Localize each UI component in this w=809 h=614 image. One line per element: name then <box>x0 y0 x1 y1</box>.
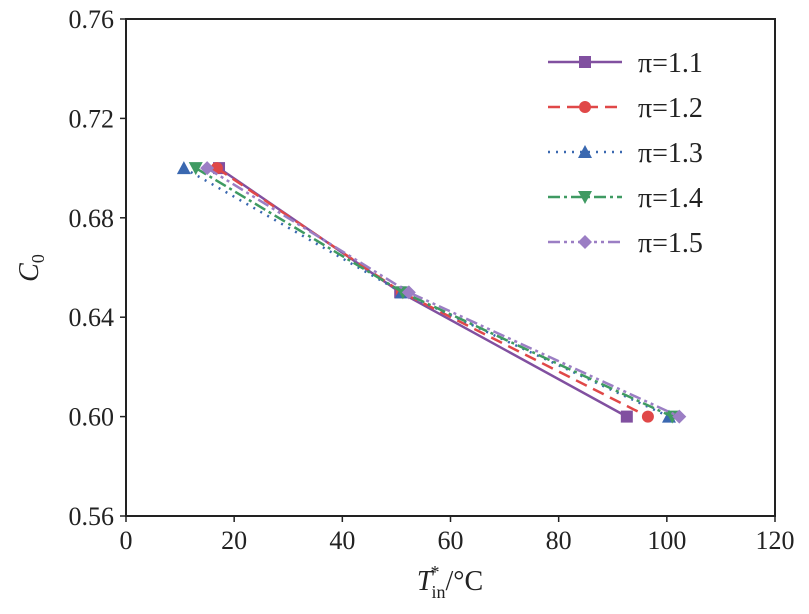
series-line <box>206 167 680 418</box>
legend: π=1.1 π=1.2 π=1.3 π=1.4 π=1.5 <box>548 48 703 259</box>
series-1 <box>213 162 633 423</box>
x-tick-label: 60 <box>438 526 464 555</box>
x-axis-label: T* in/°C <box>417 562 483 602</box>
series-line <box>218 167 628 418</box>
legend-item: π=1.5 <box>548 228 703 259</box>
data-point <box>188 162 203 176</box>
legend-marker <box>578 191 592 204</box>
x-tick-label: 100 <box>647 526 686 555</box>
data-point <box>672 409 687 424</box>
data-point <box>620 410 633 423</box>
y-tick-label: 0.56 <box>69 502 115 531</box>
legend-item: π=1.3 <box>548 138 703 169</box>
y-tick-label: 0.60 <box>69 403 115 432</box>
x-tick-label: 0 <box>120 526 133 555</box>
x-tick-label: 40 <box>329 526 355 555</box>
legend-marker <box>579 56 591 68</box>
y-tick-label: 0.68 <box>69 204 115 233</box>
data-point <box>176 161 191 175</box>
data-point <box>641 410 654 423</box>
data-point <box>401 285 416 300</box>
legend-label: π=1.4 <box>638 183 703 214</box>
y-tick-label: 0.64 <box>69 303 115 332</box>
y-tick-label: 0.72 <box>69 104 115 133</box>
legend-label: π=1.1 <box>638 48 703 79</box>
legend-marker <box>579 101 591 113</box>
legend-label: π=1.5 <box>638 228 703 259</box>
legend-item: π=1.2 <box>548 93 703 124</box>
legend-marker <box>578 145 592 158</box>
y-axis-label: C0 <box>14 254 48 282</box>
series-2 <box>210 162 654 423</box>
data-point <box>200 161 215 176</box>
x-tick-label: 120 <box>756 526 795 555</box>
series-5 <box>200 161 687 424</box>
y-tick-label: 0.76 <box>69 5 115 34</box>
legend-label: π=1.2 <box>638 93 703 124</box>
x-tick-label: 80 <box>546 526 572 555</box>
legend-item: π=1.1 <box>548 48 703 79</box>
x-tick-label: 20 <box>221 526 247 555</box>
legend-item: π=1.4 <box>548 183 703 214</box>
legend-marker <box>578 235 592 249</box>
series-line <box>216 167 649 418</box>
legend-label: π=1.3 <box>638 138 703 169</box>
